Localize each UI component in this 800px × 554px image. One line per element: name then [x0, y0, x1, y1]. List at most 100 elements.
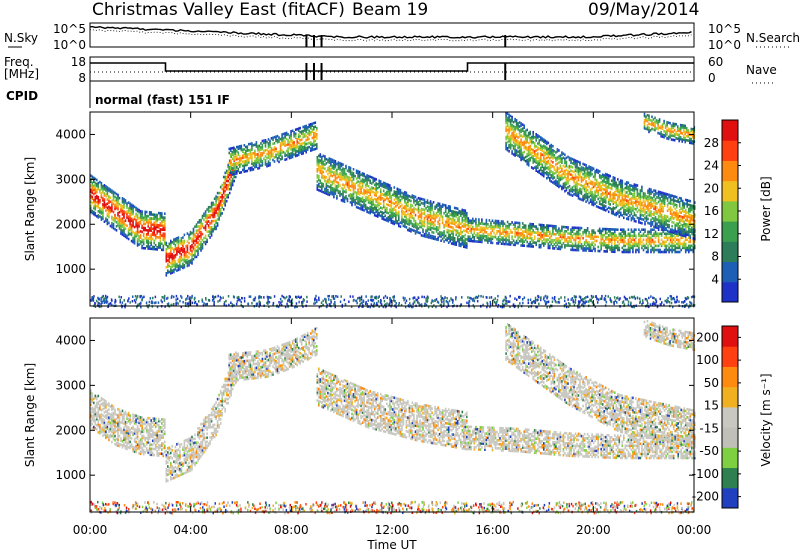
heatmap-cell: [342, 163, 344, 166]
heatmap-cell: [606, 244, 608, 247]
heatmap-cell: [133, 215, 136, 219]
heatmap-cell: [527, 153, 530, 157]
heatmap-cell: [130, 233, 133, 237]
heatmap-cell: [228, 177, 231, 181]
heatmap-cell: [375, 200, 377, 203]
heatmap-cell: [316, 147, 318, 150]
heatmap-cell: [523, 144, 525, 148]
heatmap-cell: [360, 197, 362, 201]
heatmap-cell: [505, 238, 507, 242]
heatmap-cell: [390, 215, 393, 218]
heatmap-cell: [90, 208, 92, 212]
heatmap-cell: [675, 238, 678, 242]
heatmap-cell: [674, 232, 676, 236]
heatmap-cell: [540, 235, 542, 239]
heatmap-cell: [117, 220, 119, 223]
heatmap-cell: [438, 226, 441, 230]
heatmap-cell: [447, 229, 450, 232]
heatmap-cell: [455, 215, 457, 218]
heatmap-cell: [538, 147, 541, 150]
heatmap-cell: [285, 137, 288, 141]
heatmap-cell: [144, 212, 146, 216]
heatmap-cell: [108, 189, 110, 192]
heatmap-cell: [441, 215, 444, 219]
heatmap-cell: [576, 230, 578, 234]
heatmap-cell: [168, 252, 171, 256]
heatmap-cell: [346, 177, 349, 181]
heatmap-cell: [318, 168, 320, 172]
heatmap-cell: [467, 219, 470, 222]
heatmap-cell: [568, 164, 571, 168]
heatmap-cell: [514, 225, 516, 228]
heatmap-cell: [237, 167, 240, 171]
heatmap-cell: [488, 219, 491, 222]
heatmap-cell: [567, 236, 569, 239]
heatmap-cell: [288, 152, 291, 156]
heatmap-cell: [170, 265, 172, 269]
heatmap-cell: [182, 248, 184, 251]
heatmap-cell: [228, 167, 230, 171]
heatmap-cell: [132, 208, 134, 212]
heatmap-cell: [591, 172, 593, 176]
heatmap-cell: [330, 188, 332, 191]
heatmap-cell: [609, 230, 611, 233]
heatmap-cell: [230, 181, 232, 185]
heatmap-cell: [93, 192, 95, 196]
heatmap-cell: [461, 218, 464, 222]
heatmap-cell: [547, 153, 550, 157]
heatmap-cell: [657, 236, 660, 240]
heatmap-cell: [429, 216, 432, 219]
heatmap-cell: [469, 225, 471, 228]
heatmap-cell: [105, 195, 107, 198]
heatmap-cell: [351, 173, 353, 176]
heatmap-cell: [318, 184, 320, 188]
heatmap-cell: [343, 200, 346, 203]
heatmap-cell: [684, 244, 687, 248]
heatmap-cell: [657, 240, 660, 244]
heatmap-cell: [604, 231, 607, 235]
heatmap-cell: [213, 203, 216, 207]
heatmap-cell: [170, 241, 172, 245]
heatmap-cell: [665, 236, 667, 240]
heatmap-cell: [597, 169, 599, 172]
heatmap-cell: [417, 205, 420, 208]
heatmap-cell: [601, 237, 604, 241]
heatmap-cell: [228, 187, 231, 191]
heatmap-cell: [94, 203, 97, 207]
heatmap-cell: [364, 177, 367, 181]
heatmap-cell: [538, 141, 541, 144]
heatmap-cell: [186, 262, 189, 266]
heatmap-cell: [447, 215, 450, 218]
heatmap-cell: [624, 240, 627, 244]
heatmap-cell: [521, 240, 524, 243]
heatmap-cell: [553, 233, 556, 236]
heatmap-cell: [567, 226, 569, 229]
heatmap-cell: [93, 198, 95, 202]
heatmap-cell: [466, 244, 468, 247]
heatmap-cell: [170, 261, 172, 265]
heatmap-cell: [237, 169, 240, 173]
heatmap-cell: [564, 238, 566, 241]
heatmap-cell: [577, 170, 580, 174]
heatmap-cell: [478, 228, 480, 231]
heatmap-cell: [574, 226, 577, 230]
heatmap-cell: [260, 146, 262, 149]
heatmap-cell: [358, 186, 361, 190]
heatmap-cell: [612, 232, 615, 235]
heatmap-cell: [515, 227, 518, 231]
heatmap-cell: [328, 161, 331, 164]
heatmap-cell: [358, 172, 361, 176]
heatmap-cell: [299, 134, 301, 138]
heatmap-cell: [185, 253, 187, 256]
heatmap-cell: [112, 226, 115, 230]
heatmap-cell: [414, 213, 417, 217]
heatmap-cell: [606, 227, 608, 231]
heatmap-cell: [246, 155, 249, 158]
heatmap-cell: [108, 207, 110, 211]
heatmap-cell: [588, 177, 590, 181]
heatmap-cell: [537, 146, 539, 149]
heatmap-cell: [422, 212, 424, 215]
heatmap-cell: [386, 217, 388, 220]
heatmap-cell: [384, 210, 387, 214]
heatmap-cell: [232, 164, 235, 168]
